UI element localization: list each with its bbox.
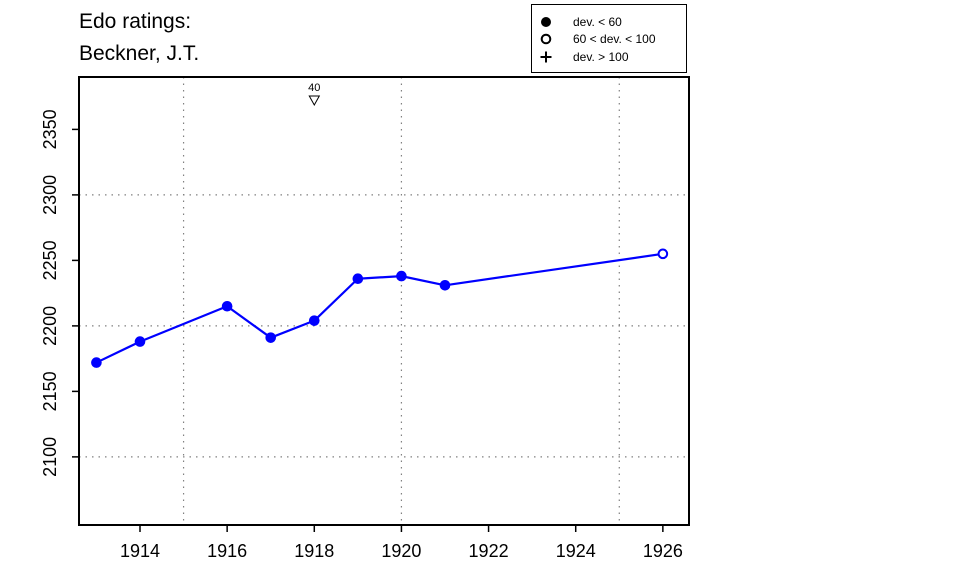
y-tick-label: 2250 xyxy=(40,240,60,280)
chart-title-line-1: Edo ratings: xyxy=(79,10,192,33)
data-point-open xyxy=(657,248,669,260)
legend-item-plus: dev. > 100 xyxy=(532,49,686,65)
legend-label-open: 60 < dev. < 100 xyxy=(573,32,656,46)
x-tick-label: 1914 xyxy=(120,541,160,561)
open-circle-icon xyxy=(540,33,552,45)
filled-circle-icon xyxy=(541,17,551,27)
data-point xyxy=(265,332,277,343)
y-tick-label: 2100 xyxy=(40,437,60,477)
data-point xyxy=(396,270,407,282)
data-point xyxy=(91,357,102,368)
x-tick-label: 1916 xyxy=(207,541,247,561)
annotation-label: 40 xyxy=(308,82,320,94)
plot-frame xyxy=(78,76,690,526)
down-triangle-icon xyxy=(308,95,321,107)
data-point xyxy=(308,315,320,326)
y-tick-label: 2200 xyxy=(40,306,60,346)
y-tick-label: 2150 xyxy=(40,371,60,411)
data-point xyxy=(352,273,364,285)
plus-icon xyxy=(540,51,552,63)
x-tick-label: 1924 xyxy=(556,541,596,561)
legend: dev. < 60 60 < dev. < 100 dev. > 100 xyxy=(531,4,687,73)
annotation-layer: 40 xyxy=(308,82,321,107)
legend-item-open: 60 < dev. < 100 xyxy=(532,31,686,47)
chart-title-line-2: Beckner, J.T. xyxy=(79,42,200,65)
series-line xyxy=(95,252,664,364)
data-point xyxy=(134,336,146,347)
series-layer xyxy=(91,248,669,368)
x-tick-label: 1920 xyxy=(381,541,421,561)
legend-item-filled: dev. < 60 xyxy=(532,14,686,30)
x-tick-label: 1918 xyxy=(294,541,334,561)
y-tick-label: 2300 xyxy=(40,175,60,215)
x-tick-label: 1922 xyxy=(469,541,509,561)
data-point xyxy=(439,279,451,291)
grid-layer xyxy=(79,77,689,525)
data-point xyxy=(221,300,233,312)
legend-label-filled: dev. < 60 xyxy=(573,15,622,29)
x-tick-label: 1926 xyxy=(643,541,683,561)
axis-layer: 1914 1916 1918 1920 1922 1924 1926 2100 2150 2200… xyxy=(40,76,690,561)
y-tick-label: 2350 xyxy=(40,109,60,149)
legend-label-plus: dev. > 100 xyxy=(573,50,629,64)
